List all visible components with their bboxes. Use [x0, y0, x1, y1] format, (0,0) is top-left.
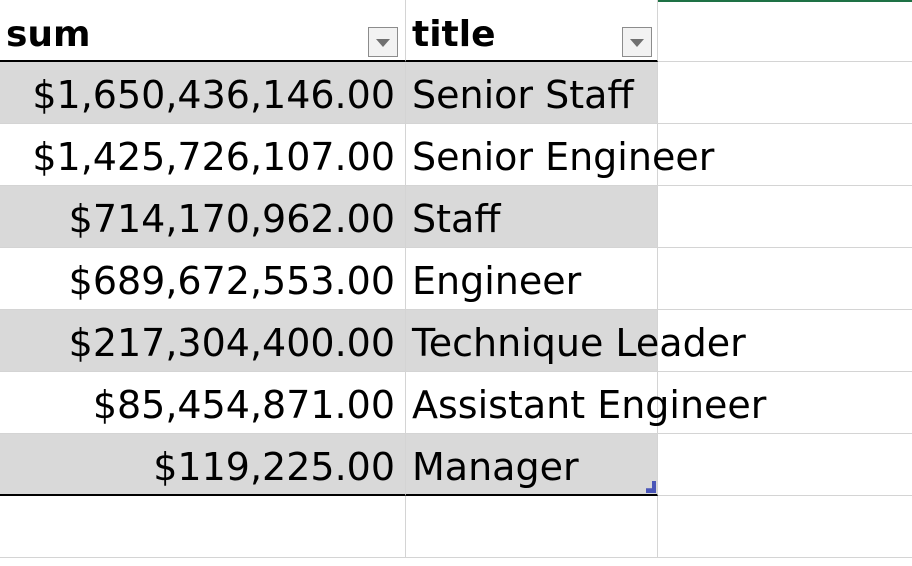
title-value: Engineer [412, 259, 582, 303]
dropdown-arrow-icon [630, 39, 644, 47]
sum-cell[interactable]: $714,170,962.00 [0, 186, 406, 248]
title-cell[interactable]: Technique Leader [406, 310, 746, 372]
title-cell[interactable]: Engineer [406, 248, 658, 310]
empty-cell[interactable] [658, 0, 912, 62]
title-value: Assistant Engineer [412, 383, 767, 427]
empty-cell[interactable] [658, 434, 912, 496]
empty-cell[interactable] [658, 186, 912, 248]
header-cell-title[interactable]: title [406, 0, 658, 62]
header-label-sum: sum [6, 14, 91, 55]
title-value: Senior Staff [412, 73, 634, 117]
table-row: $217,304,400.00 Technique Leader [0, 310, 912, 372]
table-row: $714,170,962.00 Staff [0, 186, 912, 248]
title-cell[interactable]: Senior Staff [406, 62, 658, 124]
table-row: $689,672,553.00 Engineer [0, 248, 912, 310]
title-value: Senior Engineer [412, 135, 715, 179]
empty-cell[interactable] [658, 496, 912, 558]
sum-value: $217,304,400.00 [68, 321, 395, 365]
table-row: $85,454,871.00 Assistant Engineer [0, 372, 912, 434]
title-cell[interactable]: Staff [406, 186, 658, 248]
table-row: $119,225.00 Manager [0, 434, 912, 496]
sum-cell[interactable]: $1,650,436,146.00 [0, 62, 406, 124]
empty-cell[interactable] [658, 248, 912, 310]
sum-cell[interactable]: $119,225.00 [0, 434, 406, 496]
dropdown-arrow-icon [376, 39, 390, 47]
empty-cell[interactable] [658, 124, 912, 186]
title-cell[interactable]: Manager [406, 434, 658, 496]
title-value: Staff [412, 197, 501, 241]
empty-cell[interactable] [406, 496, 658, 558]
title-cell[interactable]: Senior Engineer [406, 124, 714, 186]
sum-cell[interactable]: $689,672,553.00 [0, 248, 406, 310]
sum-value: $119,225.00 [153, 445, 395, 489]
header-cell-sum[interactable]: sum [0, 0, 406, 62]
empty-cell[interactable] [658, 62, 912, 124]
empty-row [0, 496, 912, 558]
empty-cell[interactable] [658, 310, 912, 372]
filter-dropdown-button-title[interactable] [622, 27, 652, 57]
filter-dropdown-button-sum[interactable] [368, 27, 398, 57]
sum-cell[interactable]: $217,304,400.00 [0, 310, 406, 372]
sum-cell[interactable]: $85,454,871.00 [0, 372, 406, 434]
sum-value: $714,170,962.00 [68, 197, 395, 241]
table-header-row: sum title [0, 0, 912, 62]
sum-value: $1,425,726,107.00 [32, 135, 395, 179]
title-cell[interactable]: Assistant Engineer [406, 372, 766, 434]
header-label-title: title [412, 14, 496, 55]
title-value: Manager [412, 445, 579, 489]
sum-value: $1,650,436,146.00 [32, 73, 395, 117]
empty-cell[interactable] [658, 372, 912, 434]
sum-value: $689,672,553.00 [68, 259, 395, 303]
sum-cell[interactable]: $1,425,726,107.00 [0, 124, 406, 186]
table-row: $1,425,726,107.00 Senior Engineer [0, 124, 912, 186]
table-row: $1,650,436,146.00 Senior Staff [0, 62, 912, 124]
empty-cell[interactable] [0, 496, 406, 558]
title-value: Technique Leader [412, 321, 746, 365]
sum-value: $85,454,871.00 [92, 383, 395, 427]
